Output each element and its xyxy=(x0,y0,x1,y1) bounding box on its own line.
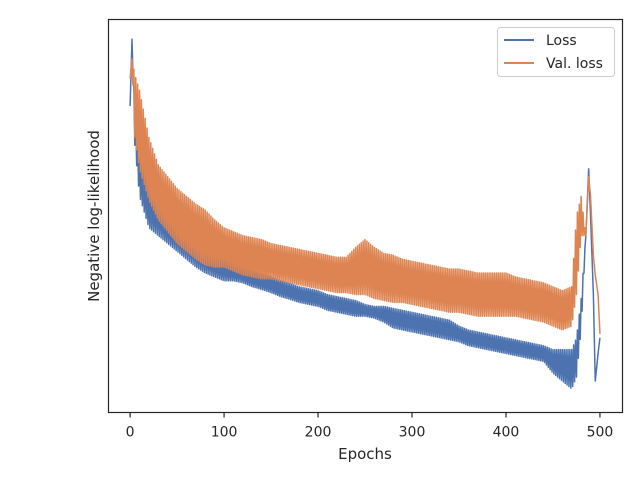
x-tick-label: 100 xyxy=(211,425,238,441)
plot-lines xyxy=(129,38,601,389)
legend-val-loss-label: Val. loss xyxy=(546,56,603,72)
x-tick-label: 500 xyxy=(587,425,614,441)
x-axis-label: Epochs xyxy=(338,445,392,463)
legend: Loss Val. loss xyxy=(497,27,615,77)
x-tick-label: 300 xyxy=(399,425,426,441)
x-tick-label: 400 xyxy=(493,425,520,441)
x-tick-label: 0 xyxy=(126,425,135,441)
plot-frame xyxy=(107,18,624,414)
x-axis-ticks: 0 100 200 300 400 500 xyxy=(126,412,614,441)
x-tick-label: 200 xyxy=(305,425,332,441)
y-axis-label: Negative log-likelihood xyxy=(85,130,103,302)
series-line-val-loss xyxy=(129,58,601,334)
legend-loss-label: Loss xyxy=(546,33,577,49)
